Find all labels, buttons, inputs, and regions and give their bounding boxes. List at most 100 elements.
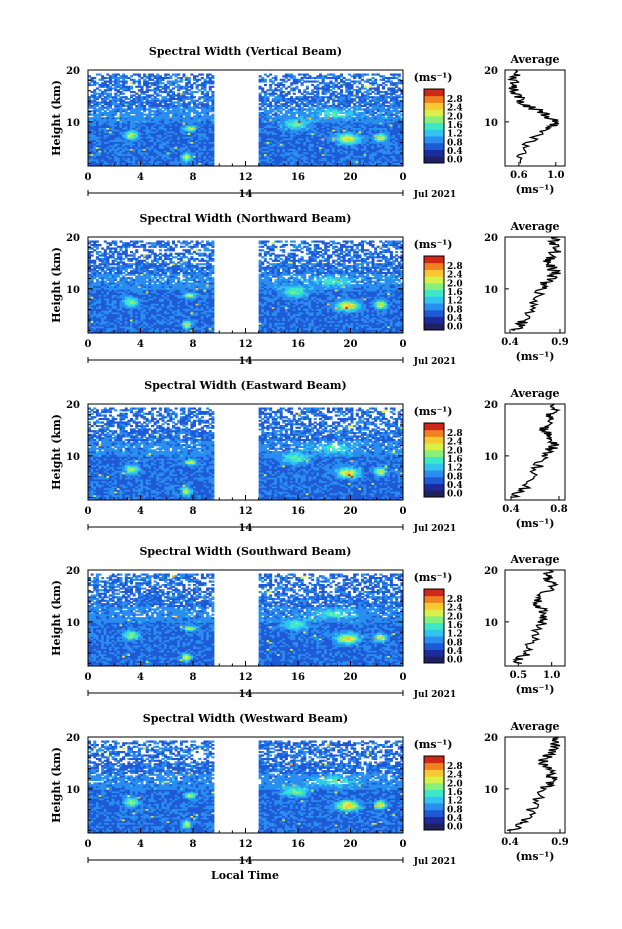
heatmap-cell xyxy=(337,96,340,98)
heatmap-cell xyxy=(175,98,178,100)
heatmap-cell xyxy=(343,94,346,96)
heatmap-cell xyxy=(93,249,96,251)
heatmap-cell xyxy=(369,79,372,81)
heatmap-cell xyxy=(188,101,191,103)
heatmap-cell xyxy=(130,75,133,77)
heatmap-cell xyxy=(151,79,154,81)
heatmap-cell xyxy=(177,84,180,86)
heatmap-cell xyxy=(337,75,340,77)
heatmap-cell xyxy=(295,96,298,98)
heatmap-cell xyxy=(361,93,364,95)
heatmap-cell xyxy=(167,86,170,88)
heatmap-cell xyxy=(201,73,204,75)
heatmap-cell xyxy=(159,86,162,88)
heatmap-cell xyxy=(148,73,151,75)
heatmap-cell xyxy=(390,110,393,112)
heatmap-cell xyxy=(190,117,193,119)
heatmap-cell xyxy=(91,268,94,270)
heatmap-cell xyxy=(154,110,157,112)
heatmap-cell xyxy=(96,114,99,116)
heatmap-cell xyxy=(188,89,191,91)
heatmap-cell xyxy=(335,91,338,93)
heatmap-cell xyxy=(91,265,94,267)
heatmap-cell xyxy=(314,91,317,93)
heatmap-cell xyxy=(285,87,288,89)
heatmap-cell xyxy=(348,79,351,81)
heatmap-cell xyxy=(379,79,382,81)
heatmap-cell xyxy=(162,105,165,107)
colorbar-segment xyxy=(424,123,444,130)
heatmap-cell xyxy=(91,105,94,107)
heatmap-cell xyxy=(122,73,125,75)
x-tick-label: 0 xyxy=(400,172,407,183)
colorbar-tick-label: 0.0 xyxy=(447,156,463,166)
heatmap-cell xyxy=(330,86,333,88)
heatmap-cell xyxy=(267,103,270,105)
heatmap-cell xyxy=(290,82,293,84)
heatmap-cell xyxy=(106,101,109,103)
heatmap-cell xyxy=(343,112,346,114)
heatmap-cell xyxy=(148,89,151,91)
heatmap-cell xyxy=(301,77,304,79)
colorbar-segment xyxy=(424,102,444,109)
heatmap-cell xyxy=(343,77,346,79)
heatmap-cell xyxy=(196,110,199,112)
heatmap-cell xyxy=(159,94,162,96)
heatmap-cell xyxy=(345,110,348,112)
heatmap-cell xyxy=(190,73,193,75)
heatmap-cell xyxy=(138,94,141,96)
heatmap-cell xyxy=(293,98,296,100)
heatmap-cell xyxy=(141,112,144,114)
heatmap-cell xyxy=(156,93,159,95)
heatmap-cell xyxy=(259,79,262,81)
heatmap-cell xyxy=(127,101,130,103)
heatmap-cell xyxy=(316,80,319,82)
heatmap-cell xyxy=(274,96,277,98)
heatmap-cell xyxy=(269,79,272,81)
heatmap-cell xyxy=(335,84,338,86)
heatmap-cell xyxy=(101,105,104,107)
heatmap-cell xyxy=(154,75,157,77)
heatmap-cell xyxy=(167,91,170,93)
heatmap-cell xyxy=(96,270,99,272)
heatmap-cell xyxy=(127,98,130,100)
heatmap-cell xyxy=(387,87,390,89)
heatmap-cell xyxy=(209,96,212,98)
heatmap-cell xyxy=(379,103,382,105)
heatmap-cell xyxy=(193,91,196,93)
heatmap-cell xyxy=(290,87,293,89)
heatmap-cell xyxy=(120,75,123,77)
heatmap-cell xyxy=(93,282,96,284)
heatmap-cell xyxy=(169,89,172,91)
heatmap-cell xyxy=(282,84,285,86)
heatmap-cell xyxy=(314,80,317,82)
heatmap-cell xyxy=(211,86,214,88)
heatmap-cell xyxy=(330,73,333,75)
heatmap-cell xyxy=(172,80,175,82)
heatmap-cell xyxy=(385,84,388,86)
heatmap-cell xyxy=(96,256,99,258)
heatmap-cell xyxy=(196,84,199,86)
heatmap-cell xyxy=(330,105,333,107)
heatmap-cell xyxy=(290,107,293,109)
heatmap-cell xyxy=(117,103,120,105)
heatmap-cell xyxy=(148,82,151,84)
heatmap-cell xyxy=(151,110,154,112)
heatmap-cell xyxy=(193,100,196,102)
heatmap-cell xyxy=(117,98,120,100)
heatmap-cell xyxy=(377,96,380,98)
heatmap-cell xyxy=(138,89,141,91)
heatmap-cell xyxy=(122,96,125,98)
heatmap-cell xyxy=(259,107,262,109)
heatmap-cell xyxy=(125,75,128,77)
heatmap-cell xyxy=(298,89,301,91)
heatmap-cell xyxy=(348,108,351,110)
heatmap-cell xyxy=(306,77,309,79)
heatmap-cell xyxy=(374,73,377,75)
heatmap-cell xyxy=(146,94,149,96)
heatmap-cell xyxy=(106,84,109,86)
heatmap-cell xyxy=(274,93,277,95)
heatmap-cell xyxy=(156,103,159,105)
heatmap-cell xyxy=(130,94,133,96)
heatmap-cell xyxy=(361,112,364,114)
